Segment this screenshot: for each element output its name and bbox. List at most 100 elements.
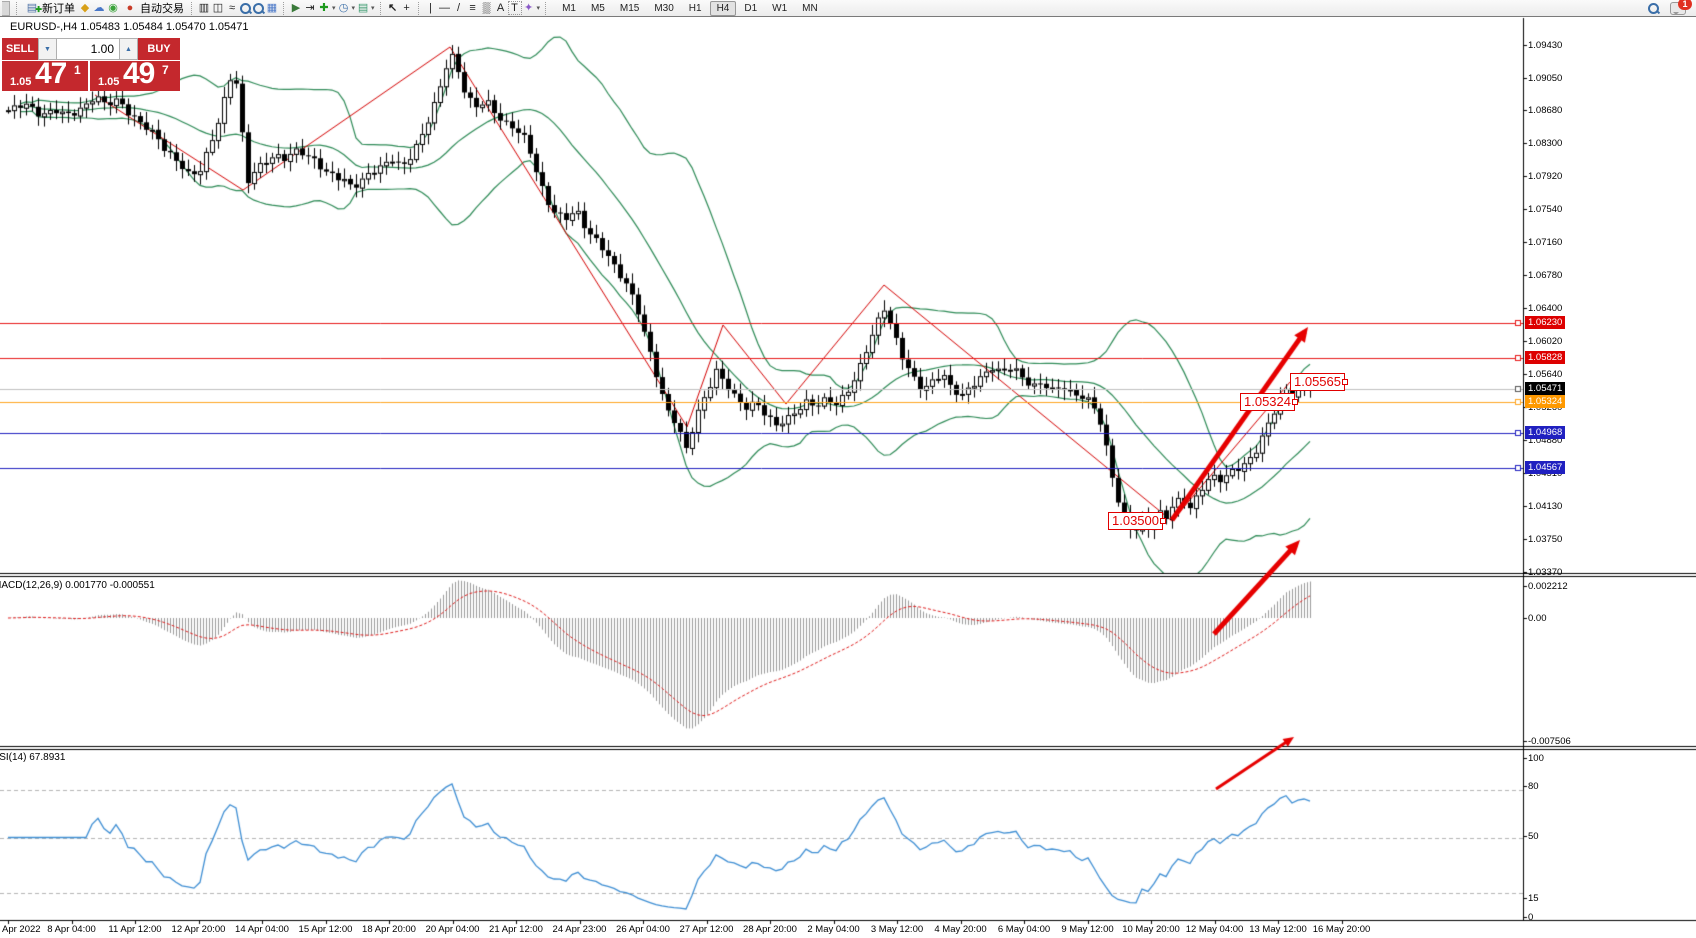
time-axis-label[interactable]: 4 May 20:00: [934, 924, 987, 935]
time-axis-label[interactable]: 18 Apr 20:00: [362, 924, 416, 935]
price-axis-label: 1.03750: [1528, 533, 1563, 545]
timeframe-button-h4[interactable]: H4: [709, 0, 737, 16]
horizontal-line-icon[interactable]: —: [439, 2, 451, 14]
bar-chart-icon[interactable]: ▥: [198, 2, 210, 14]
crosshair-icon[interactable]: +: [403, 2, 410, 14]
new-order-icon: ▤ ✚: [26, 2, 42, 14]
messenger-icon[interactable]: ☁: [93, 2, 105, 14]
time-axis-label[interactable]: 2 May 04:00: [807, 924, 860, 935]
gold-ingot-icon[interactable]: ◆: [80, 2, 90, 14]
notification-badge: 1: [1678, 0, 1692, 10]
buy-price-base: 1.05: [98, 76, 120, 88]
indicators-icon[interactable]: ✚: [319, 2, 329, 14]
autotrade-button[interactable]: ● 自动交易: [120, 0, 187, 16]
timeframe-button-m30[interactable]: M30: [654, 2, 674, 14]
time-axis-label[interactable]: 16 May 20:00: [1312, 924, 1371, 935]
one-click-trading-panel: SELL ▼ 1.00 ▲ BUY 1.05 47 1 1.05 49 7: [2, 38, 180, 91]
new-order-button[interactable]: ▤ ✚ 新订单: [22, 0, 78, 16]
time-axis-label[interactable]: 27 Apr 12:00: [679, 924, 734, 935]
rsi-axis-label: 100: [1528, 753, 1544, 764]
time-axis-label[interactable]: Apr 2022: [2, 924, 41, 935]
price-badge: 1.05828: [1525, 351, 1566, 364]
timeframe-button-w1[interactable]: W1: [772, 2, 788, 14]
timeframe-button-d1[interactable]: D1: [744, 2, 758, 14]
time-axis-label[interactable]: 3 May 12:00: [870, 924, 924, 935]
toolbar-separator: [417, 1, 420, 15]
sell-button[interactable]: SELL: [2, 38, 38, 60]
periods-dropdown-caret[interactable]: ▾: [351, 5, 356, 12]
cursor-icon[interactable]: ↖: [387, 2, 398, 14]
templates-icon[interactable]: ▤: [357, 2, 369, 14]
sell-price-box[interactable]: 1.05 47 1: [2, 57, 88, 91]
templates-dropdown-caret[interactable]: ▾: [371, 5, 375, 12]
sell-price-main: 47: [35, 57, 67, 90]
buy-price-main: 49: [123, 57, 155, 90]
macd-axis-label: 0.00: [1528, 613, 1547, 624]
chat-icon[interactable]: 1: [1670, 0, 1692, 15]
zoom-out-icon[interactable]: [252, 2, 265, 15]
price-axis-label: 1.07160: [1528, 237, 1563, 249]
time-axis-label[interactable]: 12 May 04:00: [1185, 924, 1244, 935]
timeframe-button-m5[interactable]: M5: [590, 2, 605, 14]
timeframe-button-mn[interactable]: MN: [802, 2, 818, 14]
indicators-dropdown-caret[interactable]: ▾: [332, 5, 336, 12]
time-axis-label[interactable]: 26 Apr 04:00: [616, 924, 670, 935]
time-axis-label[interactable]: 6 May 04:00: [997, 924, 1051, 935]
trendline-icon[interactable]: /: [457, 2, 461, 14]
time-axis-label[interactable]: 21 Apr 12:00: [489, 924, 543, 935]
text-label-icon[interactable]: T: [507, 1, 522, 15]
signals-icon[interactable]: ◉: [108, 2, 118, 14]
price-annotation[interactable]: 1.03500: [1108, 512, 1166, 530]
volume-decrease-button[interactable]: ▼: [38, 38, 57, 60]
toolbar-separator: [379, 1, 382, 15]
tile-windows-icon[interactable]: ▦: [266, 2, 278, 14]
periods-icon[interactable]: ◷: [338, 2, 349, 14]
timeframe-button-m1[interactable]: M1: [562, 2, 576, 14]
price-annotation[interactable]: 1.05324: [1240, 393, 1298, 411]
chart-shift-icon[interactable]: ⇥: [305, 2, 315, 14]
timeframe-button-h1[interactable]: H1: [688, 2, 702, 14]
buy-price-box[interactable]: 1.05 49 7: [90, 57, 180, 91]
price-annotation[interactable]: 1.05565: [1290, 373, 1348, 391]
vertical-line-icon[interactable]: |: [429, 2, 432, 14]
new-order-label: 新订单: [42, 3, 75, 15]
arrows-dropdown-caret[interactable]: ▾: [536, 5, 541, 12]
fibonacci-icon[interactable]: ≡: [469, 2, 476, 14]
text-tool-icon[interactable]: A: [496, 2, 505, 14]
arrows-tool-icon[interactable]: ✦: [523, 2, 534, 14]
price-axis-label: 1.04130: [1528, 500, 1563, 512]
time-axis-label[interactable]: 10 May 20:00: [1122, 924, 1180, 935]
time-axis-label[interactable]: 24 Apr 23:00: [552, 924, 607, 935]
price-axis-label: 1.05640: [1528, 369, 1563, 381]
time-axis-label[interactable]: 8 Apr 04:00: [47, 924, 96, 935]
time-axis-label[interactable]: 11 Apr 12:00: [108, 924, 162, 935]
time-axis-label[interactable]: 15 Apr 12:00: [298, 924, 353, 935]
buy-button[interactable]: BUY: [138, 38, 180, 60]
line-chart-icon[interactable]: ≈: [228, 2, 236, 14]
fibonacci-fan-icon[interactable]: ▒: [482, 2, 491, 14]
timeframe-group: M1 M5 M15 M30 H1 H4 D1 W1 MN: [555, 0, 825, 16]
macd-axis-label: -0.007506: [1528, 736, 1571, 747]
zoom-in-icon[interactable]: [239, 2, 252, 15]
toolbar: ▤ ✚ 新订单 ◆ ☁ ◉ ● 自动交易 ▥ ◫ ≈ ▦ ▶ ⇥ ✚ ▾ ◷ ▾ ▤ ▾…: [0, 0, 1696, 17]
time-axis-label[interactable]: 20 Apr 04:00: [425, 924, 480, 935]
auto-scroll-icon[interactable]: ▶: [291, 2, 301, 14]
time-axis-label[interactable]: 12 Apr 20:00: [171, 924, 226, 935]
timeframe-button-m15[interactable]: M15: [619, 2, 640, 14]
volume-increase-button[interactable]: ▲: [119, 38, 138, 60]
candlestick-chart-icon[interactable]: ◫: [212, 2, 224, 14]
price-badge: 1.04968: [1525, 425, 1566, 439]
sell-price-base: 1.05: [10, 76, 32, 88]
time-axis-label[interactable]: 14 Apr 04:00: [235, 924, 289, 935]
toolbar-separator: [545, 1, 547, 15]
price-axis-label: 1.06400: [1528, 303, 1563, 315]
volume-field[interactable]: 1.00: [57, 38, 119, 60]
time-axis-label[interactable]: 9 May 12:00: [1061, 924, 1114, 935]
autotrade-label: 自动交易: [140, 3, 184, 15]
rsi-axis-label: 50: [1528, 831, 1539, 842]
time-axis-label[interactable]: 13 May 12:00: [1249, 924, 1307, 935]
clipped-icon: [2, 0, 10, 16]
time-axis-label[interactable]: 28 Apr 20:00: [743, 924, 797, 935]
search-icon[interactable]: [1647, 2, 1660, 15]
